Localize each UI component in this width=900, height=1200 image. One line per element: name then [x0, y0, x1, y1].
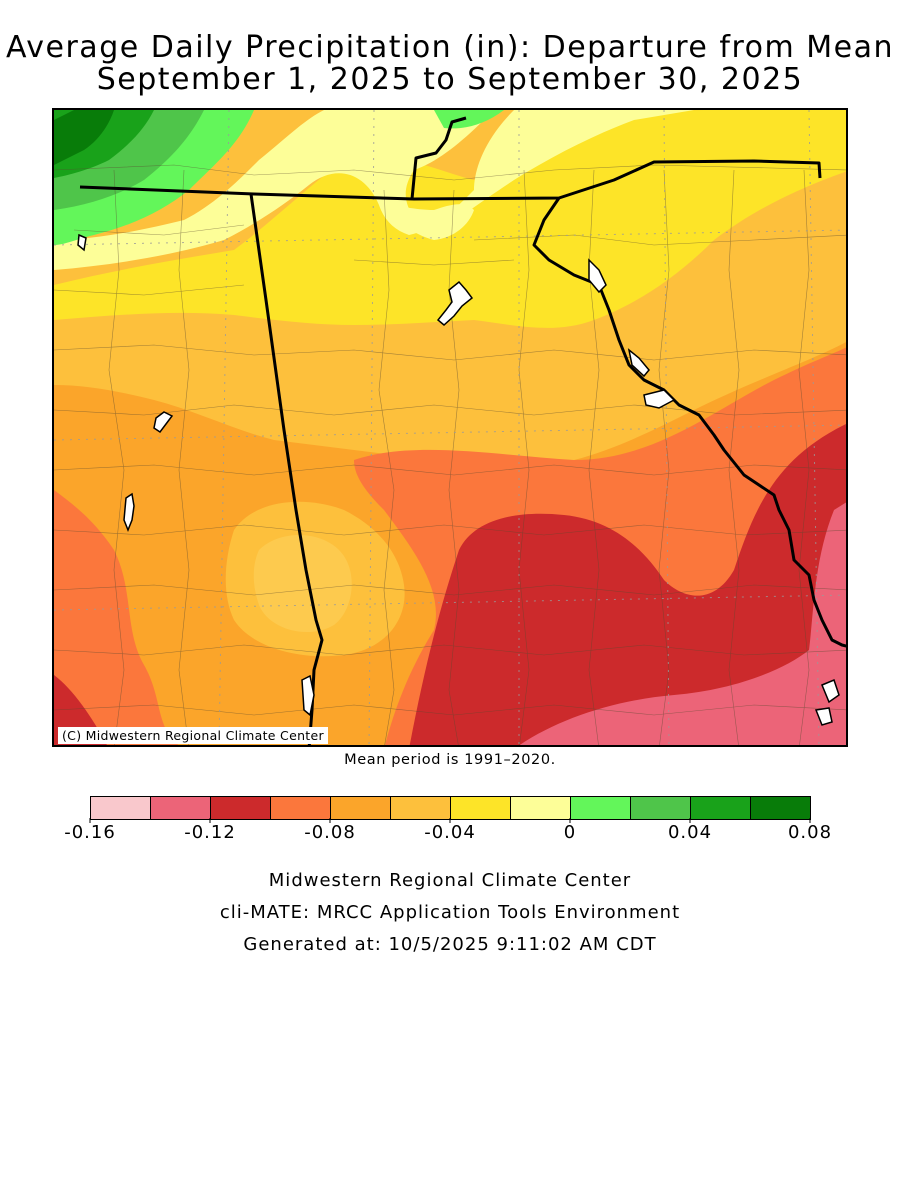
zone-light-yellow [54, 110, 694, 270]
legend-swatch [211, 797, 271, 819]
map-date-range: September 1, 2025 to September 30, 2025 [96, 62, 804, 97]
legend-swatch [571, 797, 631, 819]
water-bodies [77, 233, 840, 726]
zone-red [409, 424, 846, 745]
zone-dark-orange-west [54, 490, 179, 745]
legend-swatch [511, 797, 571, 819]
legend-swatch [451, 797, 511, 819]
legend-tick-label: -0.12 [184, 822, 236, 843]
footer-generated-time: Generated at: 10/5/2025 9:11:02 AM CDT [243, 934, 657, 955]
legend-tick-label: 0 [563, 822, 577, 843]
copyright-label: (C) Midwestern Regional Climate Center [58, 727, 328, 744]
legend-swatch [331, 797, 391, 819]
zone-light-yellow-2 [384, 204, 474, 240]
mean-period-note: Mean period is 1991–2020. [344, 752, 556, 768]
county-boundaries [54, 164, 846, 745]
legend-swatch [631, 797, 691, 819]
legend-swatch [151, 797, 211, 819]
legend-swatch [691, 797, 751, 819]
legend-swatch [271, 797, 331, 819]
legend-tick-label: 0.08 [787, 822, 833, 843]
legend-swatch [391, 797, 451, 819]
legend-tick-label: -0.04 [424, 822, 476, 843]
map-title: Average Daily Precipitation (in): Depart… [6, 30, 894, 65]
legend-swatch [751, 797, 810, 819]
zone-light-orange-blob-inner [253, 535, 352, 633]
zone-pink [519, 502, 846, 745]
footer-tool-name: cli-MATE: MRCC Application Tools Environ… [219, 902, 681, 923]
footer-organization: Midwestern Regional Climate Center [268, 870, 632, 891]
zone-green-darkest [54, 110, 114, 165]
legend-tick-label: -0.08 [304, 822, 356, 843]
legend-tick-label: -0.16 [64, 822, 116, 843]
legend-tick-label: 0.04 [667, 822, 713, 843]
legend-swatch [91, 797, 151, 819]
